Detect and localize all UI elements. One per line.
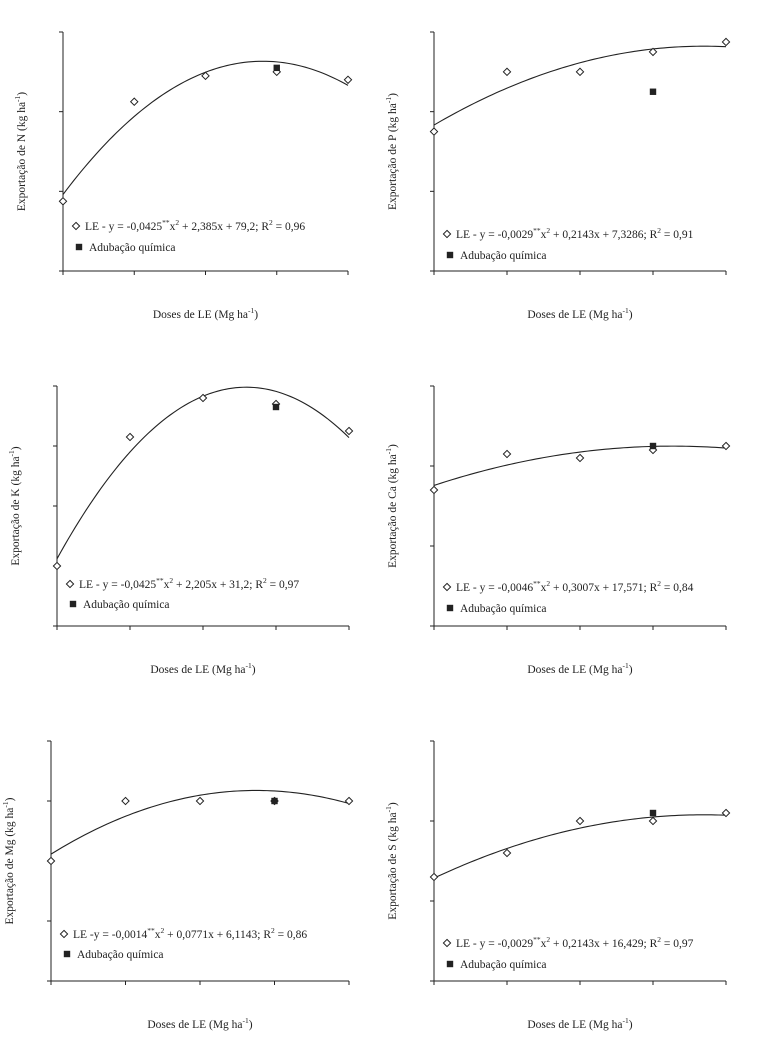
legend-chemical-label: Adubação química <box>77 949 164 961</box>
le-point <box>198 393 208 403</box>
legend-equation: LE - y = -0,0046**x2 + 0,3007x + 17,571;… <box>456 579 694 594</box>
legend-chemical-label: Adubação química <box>83 599 170 611</box>
le-point <box>429 872 439 882</box>
y-axis-label: Exportação de S (kg ha-1) <box>384 802 399 920</box>
legend-square-marker <box>75 243 83 251</box>
fit-curve <box>433 445 727 486</box>
chemical-fertilizer-point <box>272 403 280 411</box>
le-point <box>343 75 353 85</box>
x-axis-label: Doses de LE (Mg ha-1) <box>527 661 632 676</box>
chemical-fertilizer-point <box>649 88 657 95</box>
legend-diamond-marker <box>59 929 69 939</box>
legend-diamond-marker <box>442 229 452 239</box>
legend-diamond-marker <box>65 579 75 589</box>
legend-chemical-label: Adubação química <box>460 959 547 971</box>
legend-equation: LE -y = -0,0014**x2 + 0,0771x + 6,1143; … <box>73 926 307 941</box>
le-point <box>46 856 56 866</box>
legend-square-marker <box>446 604 454 612</box>
fit-curve <box>56 386 350 560</box>
le-point <box>721 441 731 451</box>
legend-square-marker <box>446 251 454 259</box>
x-axis-label: Doses de LE (Mg ha-1) <box>527 1016 632 1031</box>
chart-panel-mg: Doses de LE (Mg ha-1) Exportação de Mg (k… <box>1 740 354 1031</box>
fit-curve <box>62 60 349 195</box>
x-axis-label: Doses de LE (Mg ha-1) <box>150 661 255 676</box>
y-axis-label: Exportação de Ca (kg ha-1) <box>384 444 399 568</box>
le-point <box>721 37 731 47</box>
legend-diamond-marker <box>442 938 452 948</box>
chemical-fertilizer-point <box>649 442 657 450</box>
le-point <box>648 47 658 57</box>
legend-diamond-marker <box>442 582 452 592</box>
chemical-fertilizer-point <box>649 809 657 817</box>
le-point <box>344 426 354 436</box>
x-axis-label: Doses de LE (Mg ha-1) <box>147 1016 252 1031</box>
x-axis-label: Doses de LE (Mg ha-1) <box>527 306 632 321</box>
chart-panel-s: Doses de LE (Mg ha-1) Exportação de S (kg… <box>384 740 731 1031</box>
le-point <box>429 485 439 495</box>
fit-curve <box>50 789 350 855</box>
le-point <box>195 796 205 806</box>
fit-curve <box>433 45 727 126</box>
le-point <box>121 796 130 806</box>
legend-equation: LE - y = -0,0425**x2 + 2,205x + 31,2; R2… <box>79 576 299 591</box>
fit-curve <box>433 814 727 879</box>
chart-panel-ca: Doses de LE (Mg ha-1) Exportação de Ca (k… <box>384 385 731 676</box>
chemical-fertilizer-point <box>271 797 278 805</box>
le-point <box>125 432 135 442</box>
le-point <box>201 71 210 81</box>
le-point <box>721 808 731 818</box>
le-point <box>52 561 62 571</box>
legend-chemical-label: Adubação química <box>460 250 547 262</box>
le-point <box>344 796 354 806</box>
chart-panel-n: Doses de LE (Mg ha-1) Exportação de N (kg… <box>13 31 353 321</box>
le-point <box>575 453 585 463</box>
le-point <box>648 816 658 826</box>
legend-equation: LE - y = -0,0425**x2 + 2,385x + 79,2; R2… <box>85 218 305 233</box>
chemical-fertilizer-point <box>273 64 280 72</box>
legend-chemical-label: Adubação química <box>460 603 547 615</box>
y-axis-label: Exportação de Mg (kg ha-1) <box>1 797 16 924</box>
le-point <box>502 449 512 459</box>
legend-square-marker <box>69 600 77 608</box>
x-axis-label: Doses de LE (Mg ha-1) <box>153 306 258 321</box>
le-point <box>429 127 439 136</box>
legend-equation: LE - y = -0,0029**x2 + 0,2143x + 16,429;… <box>456 935 694 950</box>
le-point <box>58 196 68 206</box>
le-point <box>502 67 512 77</box>
le-point <box>502 848 512 858</box>
le-point <box>129 97 139 107</box>
legend-square-marker <box>446 960 454 968</box>
legend-square-marker <box>63 950 71 958</box>
legend-chemical-label: Adubação química <box>89 242 176 254</box>
chart-panel-p: Doses de LE (Mg ha-1) Exportação de P (kg… <box>384 31 731 321</box>
le-point <box>575 816 585 826</box>
le-point <box>575 67 585 77</box>
y-axis-label: Exportação de K (kg ha-1) <box>7 446 22 565</box>
chart-panel-k: Doses de LE (Mg ha-1) Exportação de K (kg… <box>7 385 354 676</box>
legend-diamond-marker <box>71 221 81 231</box>
y-axis-label: Exportação de P (kg ha-1) <box>384 93 399 210</box>
legend-equation: LE - y = -0,0029**x2 + 0,2143x + 7,3286;… <box>456 226 694 241</box>
y-axis-label: Exportação de N (kg ha-1) <box>13 92 28 211</box>
